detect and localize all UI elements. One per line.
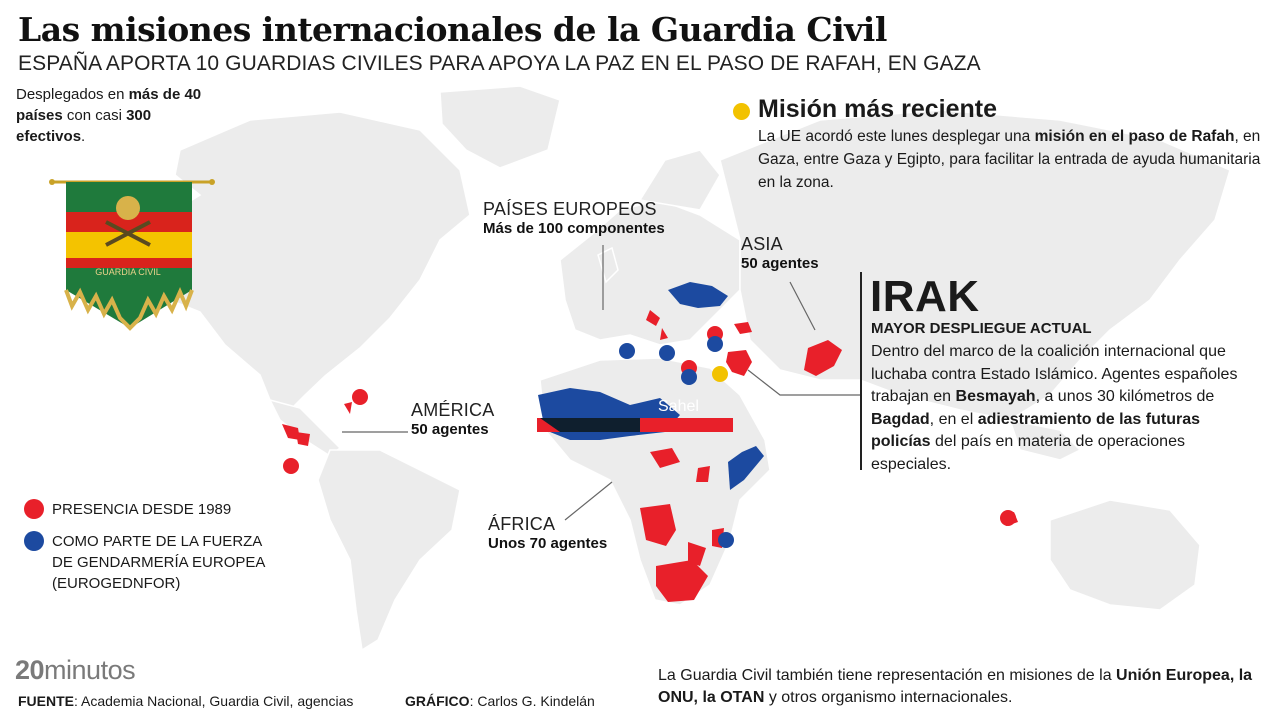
region-africa-count: Unos 70 agentes <box>488 535 608 552</box>
blue-countries <box>668 282 764 490</box>
region-america-count: 50 agentes <box>411 421 489 438</box>
region-asia-label: ASIA <box>741 234 783 254</box>
source-text: : Academia Nacional, Guardia Civil, agen… <box>74 693 354 709</box>
legend-item-red: PRESENCIA DESDE 1989 <box>24 499 231 520</box>
region-asia-count: 50 agentes <box>741 255 819 272</box>
region-asia: ASIA 50 agentes <box>741 234 819 272</box>
legend-blue-dot-icon <box>24 531 44 551</box>
blue-markers <box>619 336 734 548</box>
connector-lines <box>342 245 860 521</box>
footer-note: La Guardia Civil también tiene represent… <box>658 665 1268 709</box>
irak-divider <box>860 272 862 470</box>
graphic-credit-text: : Carlos G. Kindelán <box>469 693 595 709</box>
guardia-civil-pennant-icon <box>49 179 215 331</box>
irak-text-part: del país en materia de operaciones espec… <box>871 433 1185 473</box>
irak-text-part: Dentro del marco de la coalición interna… <box>871 343 1238 405</box>
region-europe-label: PAÍSES EUROPEOS <box>483 199 657 219</box>
footer-highlight: Unión Europea, la ONU, la OTAN <box>658 667 1253 706</box>
marker-dot-blue[interactable] <box>681 369 697 385</box>
marker-dot-red[interactable] <box>1000 510 1016 526</box>
legend-blue-label: COMO PARTE DE LA FUERZA DE GENDARMERÍA E… <box>52 533 265 592</box>
irak-description: Dentro del marco de la coalición interna… <box>871 341 1256 476</box>
source-credit: FUENTE: Academia Nacional, Guardia Civil… <box>18 693 353 709</box>
irak-subtitle: MAYOR DESPLIEGUE ACTUAL <box>871 320 1092 337</box>
legend-item-blue: COMO PARTE DE LA FUERZA DE GENDARMERÍA E… <box>24 531 304 594</box>
page-title: Las misiones internacionales de la Guard… <box>18 10 887 49</box>
marker-dot-red[interactable] <box>352 389 368 405</box>
flag-inscription: GUARDIA CIVIL <box>95 267 161 277</box>
page-subtitle: ESPAÑA APORTA 10 GUARDIAS CIVILES PARA A… <box>18 52 981 75</box>
irak-title: IRAK <box>870 272 980 321</box>
legend-red-dot-icon <box>24 499 44 519</box>
irak-highlight-city: Bagdad <box>871 410 930 428</box>
graphic-credit: GRÁFICO: Carlos G. Kindelán <box>405 693 595 709</box>
irak-text-part: , en el <box>929 410 978 428</box>
footer-text-part: La Guardia Civil también tiene represent… <box>658 667 1117 684</box>
graphic-credit-label: GRÁFICO <box>405 693 470 709</box>
recent-highlight: misión en el paso de Rafah <box>1034 128 1235 145</box>
region-america-label: AMÉRICA <box>411 400 495 420</box>
intro-text: Desplegados en más de 40 países con casi… <box>16 84 206 147</box>
sahel-label: Sahel <box>658 398 699 415</box>
legend-red-label: PRESENCIA DESDE 1989 <box>52 501 232 518</box>
intro-highlight-countries: más de 40 países <box>16 86 202 124</box>
brand-logo-word: minutos <box>44 655 136 685</box>
marker-dot-yellow[interactable] <box>712 366 728 382</box>
recent-text-part: , en Gaza, entre Gaza y Egipto, para fac… <box>758 128 1261 191</box>
brand-logo-number: 20 <box>15 655 45 685</box>
irak-highlight-training: adiestramiento de las futuras policías <box>871 410 1200 451</box>
intro-highlight-staff: 300 efectivos <box>16 107 152 145</box>
marker-dot-blue[interactable] <box>718 532 734 548</box>
recent-mission-title: Misión más reciente <box>758 95 997 123</box>
intro-text-part: . <box>81 128 86 145</box>
intro-text-part: Desplegados en <box>16 86 129 103</box>
recent-mission-dot-icon <box>733 103 750 120</box>
brand-logo: 20minutos <box>15 655 136 686</box>
marker-dot-blue[interactable] <box>707 336 723 352</box>
marker-dot-red[interactable] <box>283 458 299 474</box>
intro-text-part: con casi <box>62 107 127 124</box>
source-label: FUENTE <box>18 693 74 709</box>
region-africa: ÁFRICA Unos 70 agentes <box>488 514 607 552</box>
region-america: AMÉRICA 50 agentes <box>411 400 494 438</box>
recent-mission-text: La UE acordó este lunes desplegar una mi… <box>758 125 1268 194</box>
footer-text-part: y otros organismo internacionales. <box>764 689 1013 706</box>
sahel-band <box>537 388 733 440</box>
red-countries <box>282 310 1018 602</box>
marker-dot-blue[interactable] <box>659 345 675 361</box>
region-europe: PAÍSES EUROPEOS Más de 100 componentes <box>483 199 665 237</box>
region-africa-label: ÁFRICA <box>488 514 556 534</box>
irak-highlight-place: Besmayah <box>955 388 1036 405</box>
recent-text-part: La UE acordó este lunes desplegar una <box>758 128 1035 145</box>
region-europe-count: Más de 100 componentes <box>483 220 665 237</box>
marker-dot-blue[interactable] <box>619 343 635 359</box>
irak-text-part: , a unos 30 kilómetros de <box>1035 388 1215 405</box>
